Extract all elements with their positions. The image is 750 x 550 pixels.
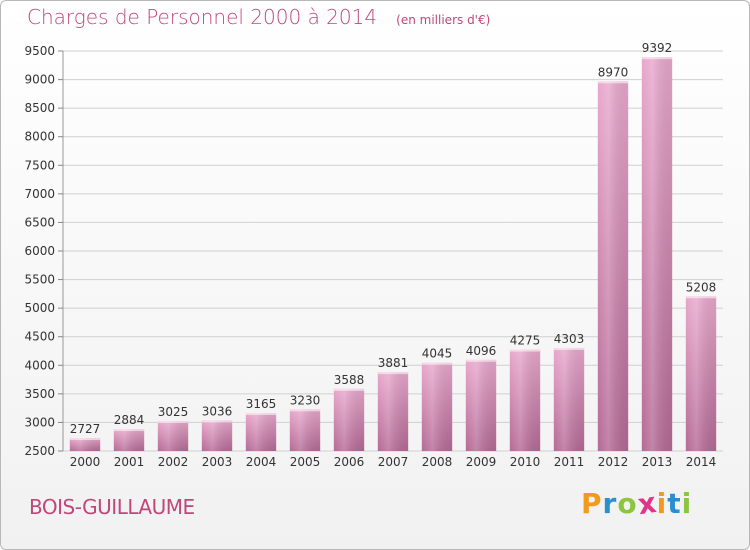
x-tick-label: 2003 xyxy=(202,455,233,469)
y-tick-label: 6500 xyxy=(24,215,55,229)
y-tick-label: 4500 xyxy=(24,330,55,344)
data-label: 4045 xyxy=(422,347,453,361)
y-tick-label: 7500 xyxy=(24,158,55,172)
chart-title: Charges de Personnel 2000 à 2014 xyxy=(27,5,378,29)
y-tick-label: 9500 xyxy=(24,44,55,58)
bar-highlight xyxy=(333,388,365,451)
x-tick-label: 2004 xyxy=(246,455,277,469)
bar-highlight xyxy=(465,359,497,451)
bar-highlight xyxy=(377,372,409,451)
x-tick-label: 2014 xyxy=(686,455,717,469)
brand-letter: t xyxy=(667,487,682,520)
x-tick-label: 2007 xyxy=(378,455,409,469)
y-tick-label: 9000 xyxy=(24,73,55,87)
data-label: 3165 xyxy=(246,397,277,411)
x-axis-ticks: 2000 2001 2002 2003 2004 2005 2006 2007 2008 2009… xyxy=(70,455,717,469)
data-label: 5208 xyxy=(686,280,717,294)
x-tick-label: 2008 xyxy=(422,455,453,469)
y-axis-ticks: 2500 3000 3500 4000 4500 5000 5500 6000 6500 7000… xyxy=(24,44,63,458)
title-row: Charges de Personnel 2000 à 2014 (en mil… xyxy=(27,5,490,29)
bar-top-edge xyxy=(157,421,189,423)
data-label: 4096 xyxy=(466,344,497,358)
bar-highlight xyxy=(201,420,233,451)
y-tick-label: 7000 xyxy=(24,187,55,201)
x-tick-label: 2000 xyxy=(70,455,101,469)
data-label: 2884 xyxy=(114,413,145,427)
x-tick-label: 2009 xyxy=(466,455,497,469)
x-tick-label: 2002 xyxy=(158,455,189,469)
x-tick-label: 2012 xyxy=(598,455,629,469)
bar-highlight xyxy=(69,438,101,451)
chart-subtitle: (en milliers d'€) xyxy=(396,13,491,27)
y-tick-label: 4000 xyxy=(24,358,55,372)
y-tick-label: 3500 xyxy=(24,387,55,401)
x-tick-label: 2011 xyxy=(554,455,585,469)
brand-letter: P xyxy=(581,487,603,520)
bar-highlight xyxy=(685,296,717,451)
bar-top-edge xyxy=(377,372,409,375)
bar-top-edge xyxy=(69,438,101,441)
bar-top-edge xyxy=(685,296,717,299)
bar-top-edge xyxy=(333,388,365,391)
bar-top-edge xyxy=(201,420,233,423)
bar-highlight xyxy=(597,81,629,452)
data-label: 4303 xyxy=(554,332,585,346)
bar-top-edge xyxy=(553,347,585,350)
bar-top-edge xyxy=(113,429,145,432)
x-tick-label: 2001 xyxy=(114,455,145,469)
x-tick-label: 2006 xyxy=(334,455,365,469)
bar-top-edge xyxy=(641,57,673,60)
brand-letter: i xyxy=(656,487,668,520)
x-tick-label: 2013 xyxy=(642,455,673,469)
bar-highlight xyxy=(289,409,321,451)
y-tick-label: 8000 xyxy=(24,130,55,144)
x-tick-label: 2010 xyxy=(510,455,541,469)
data-label: 3230 xyxy=(290,393,321,407)
brand-letter: r xyxy=(602,487,618,520)
bar-top-edge xyxy=(245,413,277,415)
y-tick-label: 3000 xyxy=(24,415,55,429)
y-tick-label: 5000 xyxy=(24,301,55,315)
bars xyxy=(69,57,717,452)
bar-top-edge xyxy=(465,359,497,362)
bar-highlight xyxy=(157,421,189,451)
bar-top-edge xyxy=(289,409,321,412)
data-label: 3588 xyxy=(334,373,365,387)
bar-highlight xyxy=(421,362,453,451)
data-label: 4275 xyxy=(510,334,541,348)
y-tick-label: 5500 xyxy=(24,273,55,287)
bar-top-edge xyxy=(597,81,629,84)
bar-top-edge xyxy=(509,349,541,352)
data-labels: 2727 2884 3025 3036 3165 3230 3588 3881 4045 4096… xyxy=(70,41,717,436)
bar-top-edge xyxy=(421,362,453,365)
x-tick-label: 2005 xyxy=(290,455,321,469)
bar-highlight xyxy=(509,349,541,451)
bar-highlight xyxy=(113,429,145,451)
brand-letter: x xyxy=(635,485,659,522)
brand-letter: i xyxy=(681,487,693,520)
bar-highlight xyxy=(553,347,585,451)
data-label: 2727 xyxy=(70,422,101,436)
data-label: 9392 xyxy=(642,41,673,55)
bar-highlight xyxy=(641,57,673,452)
town-name: BOIS-GUILLAUME xyxy=(29,495,195,519)
data-label: 3881 xyxy=(378,356,409,370)
proxiti-logo: Proxiti xyxy=(581,485,693,522)
data-label: 8970 xyxy=(598,65,629,79)
bar-highlight xyxy=(245,413,277,451)
y-tick-label: 6000 xyxy=(24,244,55,258)
y-tick-label: 8500 xyxy=(24,101,55,115)
data-label: 3025 xyxy=(158,405,189,419)
data-label: 3036 xyxy=(202,404,233,418)
brand-letter: o xyxy=(617,487,638,520)
y-tick-label: 2500 xyxy=(24,444,55,458)
